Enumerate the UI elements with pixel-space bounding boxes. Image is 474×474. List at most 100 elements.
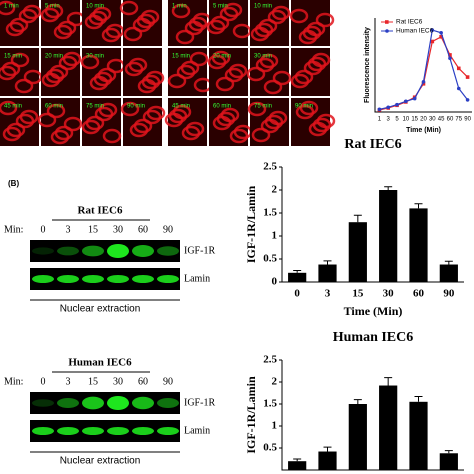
cell [267, 9, 287, 25]
cell [164, 112, 184, 128]
point [448, 56, 452, 61]
error-bar [293, 270, 302, 273]
y-tick-label: 1 [272, 420, 278, 432]
line [379, 29, 469, 110]
point [465, 75, 470, 79]
lane-label: 30 [113, 376, 123, 387]
cell [94, 106, 114, 122]
x-tick-label: 1 [378, 117, 382, 123]
cell [14, 78, 34, 94]
cell [260, 118, 280, 134]
cell [101, 27, 121, 43]
error-bar [444, 450, 453, 454]
cell [207, 54, 227, 70]
bar [439, 264, 458, 282]
legend-label: Human IEC6 [396, 28, 434, 35]
y-tick-label: 0.5 [263, 253, 277, 265]
band [82, 245, 104, 257]
lane-label: 60 [138, 224, 148, 235]
band [57, 398, 79, 408]
footer: Nuclear extraction [60, 456, 141, 467]
time-label: 10 min [86, 4, 104, 10]
time-label: 75 min [86, 104, 104, 110]
time-label: 5 min [213, 4, 228, 10]
time-label: 90 min [127, 104, 145, 110]
cell [215, 76, 235, 92]
x-tick-label: 30 [429, 117, 436, 123]
row-label: IGF-1R [184, 245, 215, 256]
lane-label: 30 [113, 224, 123, 235]
cell [295, 104, 315, 120]
band [132, 427, 154, 435]
cell [272, 70, 292, 86]
point [421, 79, 426, 84]
band [32, 275, 54, 283]
bar [348, 222, 367, 282]
cell [132, 17, 152, 33]
cell [119, 0, 139, 16]
row-label: IGF-1R [184, 397, 215, 408]
error-bar [323, 446, 332, 452]
axes [281, 167, 464, 283]
lane-label: 0 [41, 224, 46, 235]
bar [439, 453, 458, 470]
cell [247, 101, 267, 117]
error-bar [384, 186, 393, 190]
cell [2, 126, 22, 142]
time-label: 15 min [4, 54, 22, 60]
blot-title: Rat IEC6 [78, 205, 123, 217]
cell [189, 51, 209, 67]
x-tick-label: 60 [447, 117, 454, 123]
band [32, 427, 54, 435]
band [107, 396, 129, 410]
band [107, 427, 129, 435]
bar [409, 208, 428, 282]
error-bar [384, 377, 393, 386]
min-label: Min: [4, 224, 23, 235]
cell [0, 65, 17, 81]
band [157, 427, 179, 435]
cell [219, 6, 239, 22]
cell [37, 112, 57, 128]
cell [123, 26, 143, 42]
point [456, 66, 461, 71]
error-bar [323, 260, 332, 265]
cell [184, 20, 204, 36]
band [107, 244, 129, 258]
cell [176, 64, 196, 80]
footer: Nuclear extraction [60, 304, 141, 315]
band [32, 247, 54, 255]
lane-label: 3 [66, 376, 71, 387]
time-label: 20 min [45, 54, 63, 60]
cell [224, 67, 244, 83]
time-label: 75 min [254, 104, 272, 110]
lane-label: 90 [163, 376, 173, 387]
band [32, 399, 54, 407]
band [82, 396, 104, 410]
cell [102, 128, 122, 144]
x-tick-label: 15 [352, 288, 364, 300]
band [57, 246, 79, 256]
cell [181, 125, 201, 141]
point [404, 99, 408, 104]
point [456, 86, 461, 91]
cell [81, 119, 101, 135]
panel-label: (B) [8, 179, 19, 188]
axes [281, 360, 464, 471]
time-label: 10 min [254, 4, 272, 10]
time-label: 20 min [213, 54, 231, 60]
time-label: 1 min [172, 4, 187, 10]
bar [318, 451, 337, 470]
lane-label: 15 [88, 224, 98, 235]
axes [374, 18, 472, 113]
legend-label: Rat IEC6 [396, 19, 423, 26]
cell [206, 19, 226, 35]
cell [142, 109, 162, 125]
band [57, 275, 79, 283]
cell [5, 21, 25, 37]
x-tick-label: 75 [455, 117, 462, 123]
bar [379, 385, 398, 470]
bar [409, 401, 428, 470]
y-label: IGF-1R/Lamin [244, 376, 258, 454]
